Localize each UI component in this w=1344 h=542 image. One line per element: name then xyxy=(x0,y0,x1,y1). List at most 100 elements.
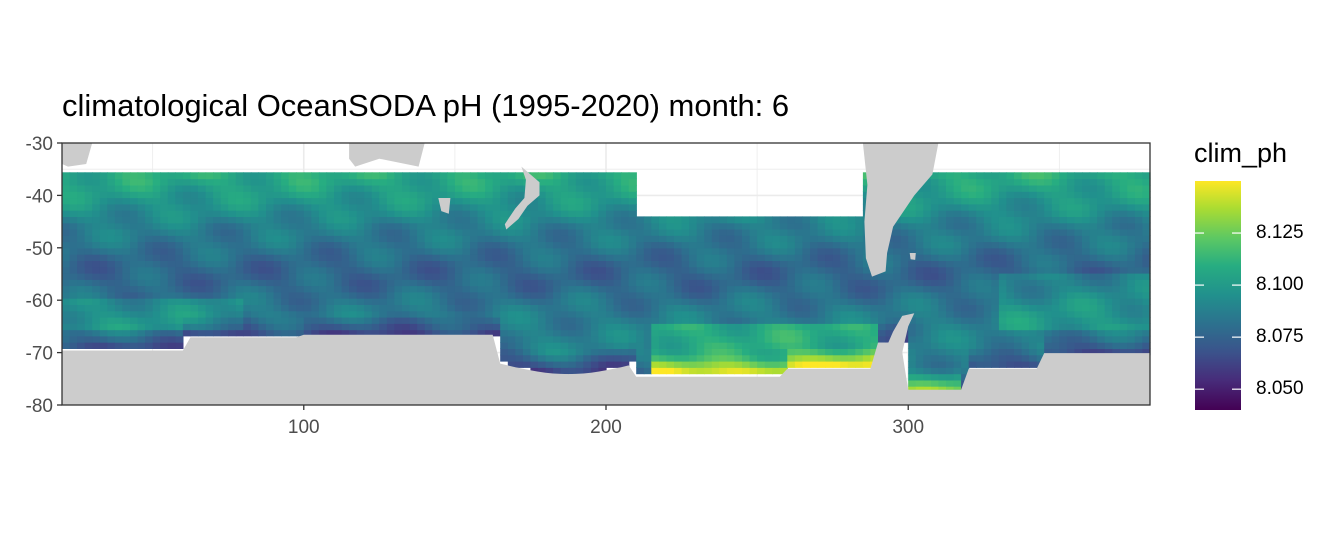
ph-cell xyxy=(386,285,396,293)
ph-cell xyxy=(1127,317,1136,324)
ph-cell xyxy=(538,241,547,249)
ph-cell xyxy=(507,266,516,274)
ph-cell xyxy=(190,210,199,217)
ph-cell xyxy=(515,222,524,230)
ph-cell xyxy=(167,342,176,349)
ph-cell xyxy=(250,197,260,205)
ph-cell xyxy=(1036,172,1045,180)
ph-cell xyxy=(606,291,615,299)
ph-cell xyxy=(1066,247,1076,255)
ph-cell xyxy=(628,241,637,249)
ph-cell xyxy=(998,216,1008,224)
ph-cell xyxy=(99,184,108,192)
ph-cell xyxy=(424,323,433,331)
ph-cell xyxy=(235,178,244,186)
ph-cell xyxy=(560,247,569,255)
ph-cell xyxy=(1089,260,1098,268)
ph-cell xyxy=(167,335,176,343)
ph-cell xyxy=(1051,222,1060,230)
ph-cell xyxy=(530,279,539,287)
ph-cell xyxy=(394,191,403,199)
ph-cell xyxy=(862,329,872,337)
ph-cell xyxy=(439,172,448,180)
ph-cell xyxy=(205,323,214,331)
ph-cell xyxy=(704,254,713,261)
ph-cell xyxy=(1074,291,1083,299)
ph-cell xyxy=(946,197,955,205)
ph-cell xyxy=(749,254,758,261)
ph-cell xyxy=(946,184,955,192)
ph-cell xyxy=(998,260,1008,268)
ph-cell xyxy=(522,317,532,324)
ph-cell xyxy=(228,266,237,274)
ph-cell xyxy=(961,191,970,199)
ph-cell xyxy=(454,329,464,337)
ph-cell xyxy=(386,210,396,217)
ph-cell xyxy=(1074,304,1083,312)
ph-cell xyxy=(522,203,532,211)
ph-cell xyxy=(107,247,116,255)
ph-cell xyxy=(802,354,811,362)
ph-cell xyxy=(553,291,562,299)
ph-cell xyxy=(1074,348,1083,356)
ph-cell xyxy=(953,172,962,180)
ph-cell xyxy=(1051,329,1060,337)
ph-cell xyxy=(666,254,675,261)
ph-cell xyxy=(364,197,373,205)
ph-cell xyxy=(1142,222,1151,230)
ph-cell xyxy=(923,184,932,192)
ph-cell xyxy=(968,178,977,186)
ph-cell xyxy=(726,216,736,224)
ph-cell xyxy=(938,329,947,337)
ph-cell xyxy=(84,279,93,287)
ph-cell xyxy=(590,279,600,287)
ph-cell xyxy=(991,241,1000,249)
ph-cell xyxy=(190,197,199,205)
ph-cell xyxy=(167,266,176,274)
ph-cell xyxy=(311,228,320,236)
ph-cell xyxy=(681,323,690,331)
ph-cell xyxy=(538,367,547,375)
ph-cell xyxy=(545,273,554,280)
ph-cell xyxy=(326,304,335,312)
ph-cell xyxy=(409,184,418,192)
ph-cell xyxy=(1066,329,1076,337)
ph-cell xyxy=(938,241,947,249)
ph-cell xyxy=(953,235,962,243)
ph-cell xyxy=(621,298,630,305)
ph-cell xyxy=(908,291,917,299)
ph-cell xyxy=(742,361,751,368)
ph-cell xyxy=(107,273,116,280)
ph-cell xyxy=(1119,298,1128,305)
ph-cell xyxy=(122,285,131,293)
ph-cell xyxy=(742,285,751,293)
ph-cell xyxy=(575,228,584,236)
ph-cell xyxy=(636,285,645,293)
x-tick-label: 200 xyxy=(590,417,622,438)
ph-cell xyxy=(326,298,335,305)
ph-cell xyxy=(258,210,267,217)
ph-cell xyxy=(386,260,396,268)
ph-cell xyxy=(205,197,214,205)
ph-cell xyxy=(961,279,970,287)
ph-cell xyxy=(810,254,819,261)
ph-cell xyxy=(371,228,380,236)
ph-cell xyxy=(500,323,509,331)
ph-cell xyxy=(371,266,380,274)
ph-cell xyxy=(1074,279,1083,287)
ph-cell xyxy=(923,266,932,274)
ph-cell xyxy=(802,329,811,337)
ph-cell xyxy=(681,247,690,255)
ph-cell xyxy=(470,184,479,192)
ph-cell xyxy=(847,317,856,324)
ph-cell xyxy=(137,222,146,230)
ph-cell xyxy=(356,298,365,305)
ph-cell xyxy=(349,260,358,268)
ph-cell xyxy=(681,329,690,337)
ph-cell xyxy=(1066,348,1076,356)
ph-cell xyxy=(220,279,229,287)
ph-cell xyxy=(1104,317,1113,324)
ph-cell xyxy=(500,291,509,299)
ph-cell xyxy=(1014,197,1023,205)
south-america-land xyxy=(862,143,939,277)
